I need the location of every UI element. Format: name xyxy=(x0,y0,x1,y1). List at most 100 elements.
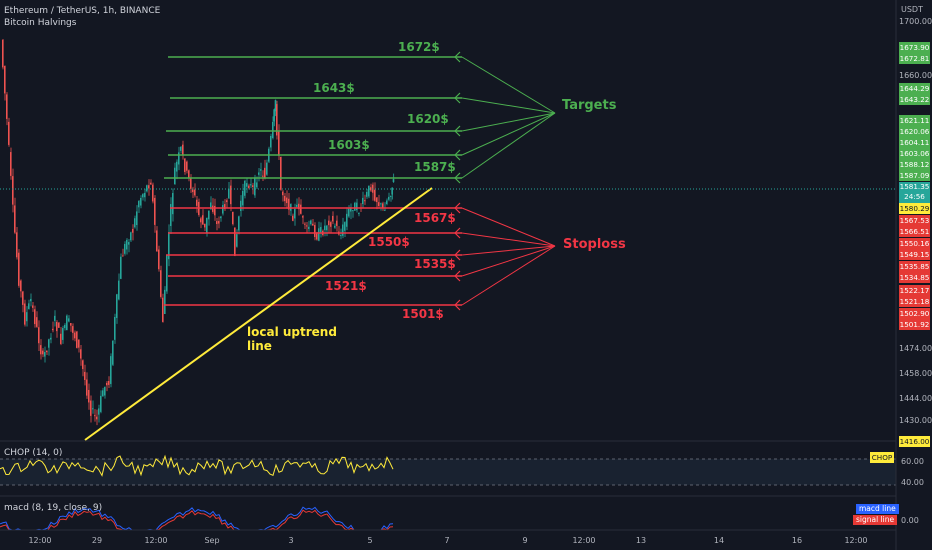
stoploss-label[interactable]: 1501$ xyxy=(402,307,444,321)
target-price-tag: 1588.12 xyxy=(899,159,930,170)
stoploss-callout[interactable]: Stoploss xyxy=(563,237,626,252)
time-tick: 7 xyxy=(444,536,450,545)
time-tick: 14 xyxy=(713,536,725,545)
candle-body xyxy=(56,321,58,332)
candle-body xyxy=(90,400,92,416)
chop-badge: CHOP xyxy=(870,452,894,463)
candle-body xyxy=(188,170,190,178)
time-tick: 3 xyxy=(288,536,294,545)
time-tick: 12:00 xyxy=(144,536,168,545)
stoploss-label[interactable]: 1521$ xyxy=(325,279,367,293)
candle-body xyxy=(210,202,212,210)
stoploss-pointer xyxy=(461,232,556,247)
time-tick: Sep xyxy=(204,536,220,545)
candle-body xyxy=(306,225,308,227)
trendline-label[interactable]: local uptrend line xyxy=(247,325,337,353)
candle-body xyxy=(276,104,278,136)
symbol-title[interactable]: Ethereum / TetherUS, 1h, BINANCE xyxy=(4,6,161,16)
candle-body xyxy=(4,65,6,94)
target-label[interactable]: 1603$ xyxy=(328,138,370,152)
candle-body xyxy=(36,317,38,327)
candle-body xyxy=(164,289,166,315)
targets-callout[interactable]: Targets xyxy=(562,98,617,113)
chop-title[interactable]: CHOP (14, 0) xyxy=(4,448,63,458)
candle-body xyxy=(222,205,224,214)
stoploss-label[interactable]: 1550$ xyxy=(368,235,410,249)
candle-body xyxy=(382,203,384,209)
candle-body xyxy=(384,209,386,211)
candle-body xyxy=(144,192,146,198)
stoploss-price-tag: 1502.90 xyxy=(899,308,930,319)
target-label[interactable]: 1587$ xyxy=(414,160,456,174)
candle-body xyxy=(168,232,170,260)
candle-body xyxy=(108,380,110,385)
candle-body xyxy=(352,210,354,212)
trendline-price-tag: 1580.29 xyxy=(899,203,930,214)
candle-body xyxy=(134,218,136,228)
target-label[interactable]: 1620$ xyxy=(407,112,449,126)
candle-body xyxy=(46,350,48,353)
candle-body xyxy=(78,339,80,348)
candle-body xyxy=(162,297,164,322)
candle-body xyxy=(234,227,236,256)
candle-body xyxy=(182,144,184,156)
target-pointer xyxy=(461,56,556,114)
bar-countdown: 24:56 xyxy=(904,192,925,201)
candle-body xyxy=(273,109,275,122)
candle-body xyxy=(166,255,168,292)
target-arrowhead xyxy=(454,92,461,104)
candle-body xyxy=(204,223,206,228)
candle-body xyxy=(344,222,346,231)
candle-body xyxy=(146,185,148,192)
candle-body xyxy=(312,223,314,226)
stoploss-arrowhead xyxy=(454,270,461,282)
candle-body xyxy=(58,322,60,328)
candle-body xyxy=(60,333,62,344)
candle-body xyxy=(154,197,156,225)
target-price-tag: 1643.22 xyxy=(899,94,930,105)
candle-body xyxy=(84,371,86,380)
candle-body xyxy=(278,131,280,156)
candle-body xyxy=(2,39,4,68)
candle-body xyxy=(92,408,94,410)
stoploss-label[interactable]: 1567$ xyxy=(414,211,456,225)
candle-body xyxy=(348,208,350,217)
target-label[interactable]: 1643$ xyxy=(313,81,355,95)
candle-body xyxy=(38,327,40,344)
candle-body xyxy=(104,386,106,396)
candle-body xyxy=(42,350,44,355)
candle-body xyxy=(254,177,256,196)
candle-body xyxy=(50,337,52,340)
candle-body xyxy=(380,203,382,205)
candle-body xyxy=(150,182,152,185)
candle-body xyxy=(148,185,150,189)
indicator-title[interactable]: Bitcoin Halvings xyxy=(4,18,77,28)
candle-body xyxy=(228,188,230,199)
candle-body xyxy=(236,234,238,247)
candle-body xyxy=(230,185,232,205)
stoploss-price-tag: 1567.53 xyxy=(899,215,930,226)
candle-body xyxy=(340,235,342,237)
candle-body xyxy=(390,195,392,197)
candle-body xyxy=(102,390,104,397)
candle-body xyxy=(160,270,162,297)
time-tick: 13 xyxy=(635,536,647,545)
current-price-tag: 1581.35 24:56 xyxy=(899,182,930,203)
candle-body xyxy=(70,323,72,326)
candle-body xyxy=(178,152,180,165)
candle-body xyxy=(40,345,42,355)
stoploss-pointer xyxy=(461,245,556,277)
stoploss-label[interactable]: 1535$ xyxy=(414,257,456,271)
candle-body xyxy=(138,201,140,208)
candle-body xyxy=(342,224,344,236)
candle-body xyxy=(391,187,393,195)
stoploss-price-tag: 1535.85 xyxy=(899,261,930,272)
target-pointer xyxy=(461,97,556,114)
candle-body xyxy=(386,200,388,205)
candle-body xyxy=(292,215,294,221)
macd-title[interactable]: macd (8, 19, close, 9) xyxy=(4,503,103,513)
target-label[interactable]: 1672$ xyxy=(398,40,440,54)
candle-body xyxy=(284,195,286,202)
